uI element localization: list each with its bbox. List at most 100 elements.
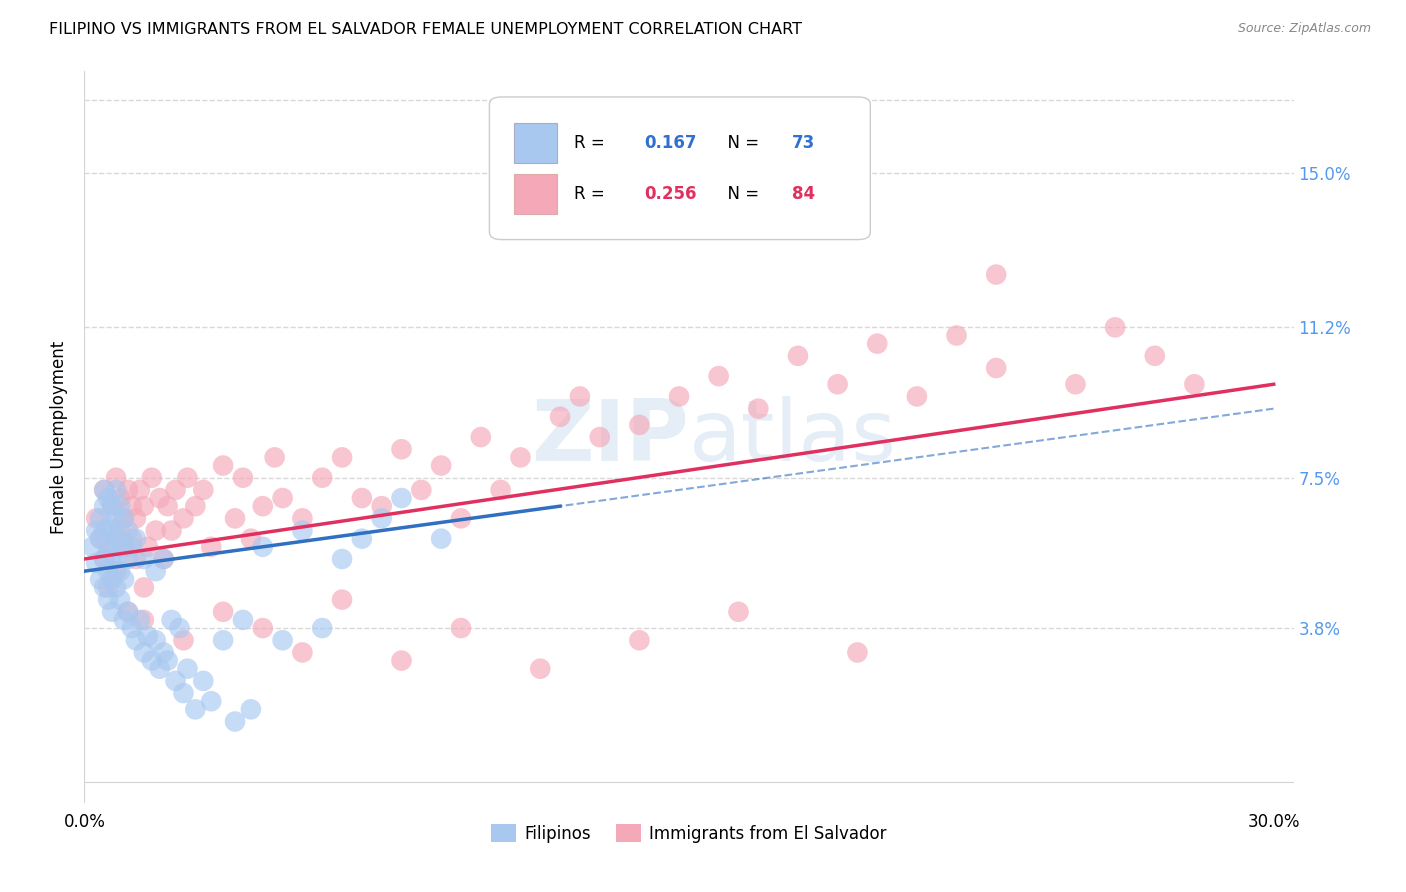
- Point: [193, 483, 215, 497]
- Point: [1064, 377, 1087, 392]
- Text: Source: ZipAtlas.com: Source: ZipAtlas.com: [1237, 22, 1371, 36]
- Point: [112, 572, 135, 586]
- Point: [252, 540, 274, 554]
- Point: [145, 564, 167, 578]
- Point: [82, 540, 104, 554]
- Point: [450, 511, 472, 525]
- Point: [93, 524, 115, 538]
- Point: [212, 605, 235, 619]
- Point: [84, 511, 107, 525]
- Point: [132, 581, 155, 595]
- Point: [866, 336, 889, 351]
- Point: [224, 714, 246, 729]
- Point: [529, 662, 551, 676]
- Point: [200, 540, 222, 554]
- Point: [128, 613, 150, 627]
- Text: FILIPINO VS IMMIGRANTS FROM EL SALVADOR FEMALE UNEMPLOYMENT CORRELATION CHART: FILIPINO VS IMMIGRANTS FROM EL SALVADOR …: [49, 22, 803, 37]
- Point: [330, 450, 353, 465]
- Point: [125, 532, 148, 546]
- Point: [136, 540, 159, 554]
- Point: [252, 621, 274, 635]
- Point: [430, 532, 453, 546]
- Point: [132, 552, 155, 566]
- Point: [105, 471, 128, 485]
- Point: [97, 491, 120, 505]
- Point: [101, 524, 124, 538]
- Point: [1104, 320, 1126, 334]
- Point: [121, 499, 143, 513]
- Text: 0.256: 0.256: [644, 186, 697, 203]
- Point: [132, 645, 155, 659]
- Point: [125, 552, 148, 566]
- Point: [128, 483, 150, 497]
- Point: [89, 532, 111, 546]
- Point: [330, 592, 353, 607]
- Point: [707, 369, 730, 384]
- Point: [89, 572, 111, 586]
- Point: [101, 572, 124, 586]
- Point: [391, 654, 413, 668]
- Point: [172, 633, 194, 648]
- Point: [93, 552, 115, 566]
- Point: [84, 556, 107, 570]
- Point: [450, 621, 472, 635]
- Point: [628, 417, 651, 432]
- Point: [108, 564, 131, 578]
- Point: [149, 491, 172, 505]
- Point: [986, 361, 1008, 376]
- Point: [200, 694, 222, 708]
- Point: [350, 491, 373, 505]
- Point: [89, 532, 111, 546]
- Point: [827, 377, 849, 392]
- Point: [136, 629, 159, 643]
- Point: [193, 673, 215, 688]
- Point: [160, 613, 183, 627]
- Text: 84: 84: [792, 186, 815, 203]
- Point: [117, 605, 139, 619]
- Point: [391, 442, 413, 457]
- Point: [117, 605, 139, 619]
- Point: [93, 552, 115, 566]
- Point: [101, 540, 124, 554]
- Point: [986, 268, 1008, 282]
- Point: [271, 633, 294, 648]
- Point: [117, 483, 139, 497]
- Point: [470, 430, 492, 444]
- Point: [117, 552, 139, 566]
- Point: [232, 471, 254, 485]
- Point: [105, 552, 128, 566]
- Y-axis label: Female Unemployment: Female Unemployment: [49, 341, 67, 533]
- Text: N =: N =: [717, 186, 763, 203]
- Point: [105, 532, 128, 546]
- Point: [112, 511, 135, 525]
- Point: [184, 499, 207, 513]
- Point: [101, 605, 124, 619]
- Text: ZIP: ZIP: [531, 395, 689, 479]
- Point: [105, 483, 128, 497]
- Point: [1143, 349, 1166, 363]
- Point: [165, 483, 187, 497]
- Point: [391, 491, 413, 505]
- Point: [93, 483, 115, 497]
- Point: [132, 499, 155, 513]
- Text: R =: R =: [574, 186, 616, 203]
- Point: [589, 430, 612, 444]
- Bar: [513, 174, 557, 214]
- Point: [141, 654, 163, 668]
- Point: [152, 552, 174, 566]
- Text: N =: N =: [717, 134, 763, 152]
- Point: [370, 499, 392, 513]
- Point: [787, 349, 810, 363]
- Point: [93, 483, 115, 497]
- Text: R =: R =: [574, 134, 616, 152]
- Point: [156, 499, 179, 513]
- Point: [152, 645, 174, 659]
- Point: [101, 499, 124, 513]
- Point: [330, 552, 353, 566]
- Point: [112, 511, 135, 525]
- Point: [145, 524, 167, 538]
- Point: [108, 532, 131, 546]
- Point: [97, 592, 120, 607]
- Point: [112, 540, 135, 554]
- Point: [311, 471, 333, 485]
